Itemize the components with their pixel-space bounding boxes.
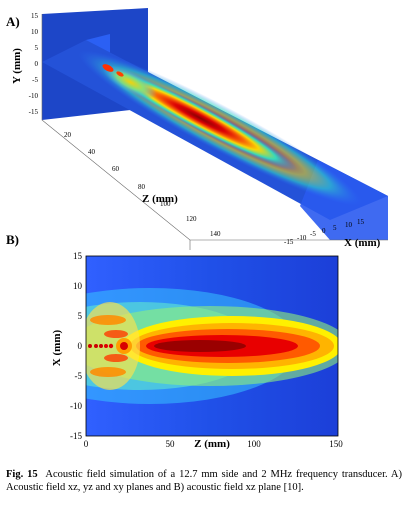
a-y-tick: 5: [35, 44, 39, 52]
b-y-tick: 5: [78, 311, 83, 321]
b-y-tick: 10: [73, 281, 83, 291]
a-z-tick: 140: [210, 230, 221, 238]
b-y-axis-label: X (mm): [51, 329, 63, 366]
panel-b-y-ticks: 15 10 5 0 -5 -10 -15: [70, 251, 83, 441]
a-y-tick: -5: [32, 76, 38, 84]
caption-text: Acoustic field simulation of a 12.7 mm s…: [6, 469, 402, 493]
a-y-tick: -10: [29, 92, 39, 100]
panel-a-x-ticks: -15 -10 -5 0 5 10 15: [284, 218, 365, 246]
a-x-tick: -5: [310, 230, 316, 238]
a-z-tick: 20: [64, 131, 72, 139]
a-x-axis-label: X (mm): [344, 237, 381, 249]
a-x-tick: 10: [345, 221, 353, 229]
a-z-axis-label: Z (mm): [142, 193, 178, 205]
a-z-tick: 120: [186, 215, 197, 223]
b-y-tick: 15: [73, 251, 83, 261]
a-x-tick: 15: [357, 218, 365, 226]
a-y-tick: -15: [29, 108, 39, 116]
panel-b-label: B): [6, 232, 19, 247]
panel-b-plot: [85, 255, 339, 437]
b-x-tick: 150: [329, 439, 343, 449]
b-x-axis-label: Z (mm): [194, 438, 230, 450]
b-x-tick: 100: [247, 439, 261, 449]
a-y-tick: 0: [35, 60, 39, 68]
a-z-tick: 100: [160, 200, 171, 208]
a-y-axis-label: Y (mm): [11, 48, 23, 84]
panel-a-label: A): [6, 14, 20, 29]
a-y-tick: 10: [31, 28, 39, 36]
panel-a-z-ticks: 20 40 60 80 100 120 140: [64, 131, 221, 238]
b-x-tick: 50: [166, 439, 176, 449]
caption-label: Fig. 15: [6, 469, 38, 480]
b-y-tick: 0: [78, 341, 83, 351]
figure-caption: Fig. 15 Acoustic field simulation of a 1…: [6, 468, 402, 494]
a-z-tick: 80: [138, 183, 146, 191]
a-x-tick: -10: [297, 234, 307, 242]
a-z-tick: 40: [88, 148, 96, 156]
b-y-tick: -10: [70, 401, 82, 411]
a-z-tick: 60: [112, 165, 120, 173]
panel-a-plot: [41, 8, 388, 250]
a-x-tick: 0: [322, 227, 326, 235]
a-x-tick: 5: [333, 224, 337, 232]
panel-a-y-ticks: 15 10 5 0 -5 -10 -15: [29, 12, 39, 116]
b-y-tick: -5: [75, 371, 83, 381]
a-y-tick: 15: [31, 12, 39, 20]
a-x-tick: -15: [284, 238, 294, 246]
b-x-tick: 0: [84, 439, 89, 449]
b-y-tick: -15: [70, 431, 82, 441]
panel-b-x-ticks: 0 50 100 150: [84, 439, 344, 449]
